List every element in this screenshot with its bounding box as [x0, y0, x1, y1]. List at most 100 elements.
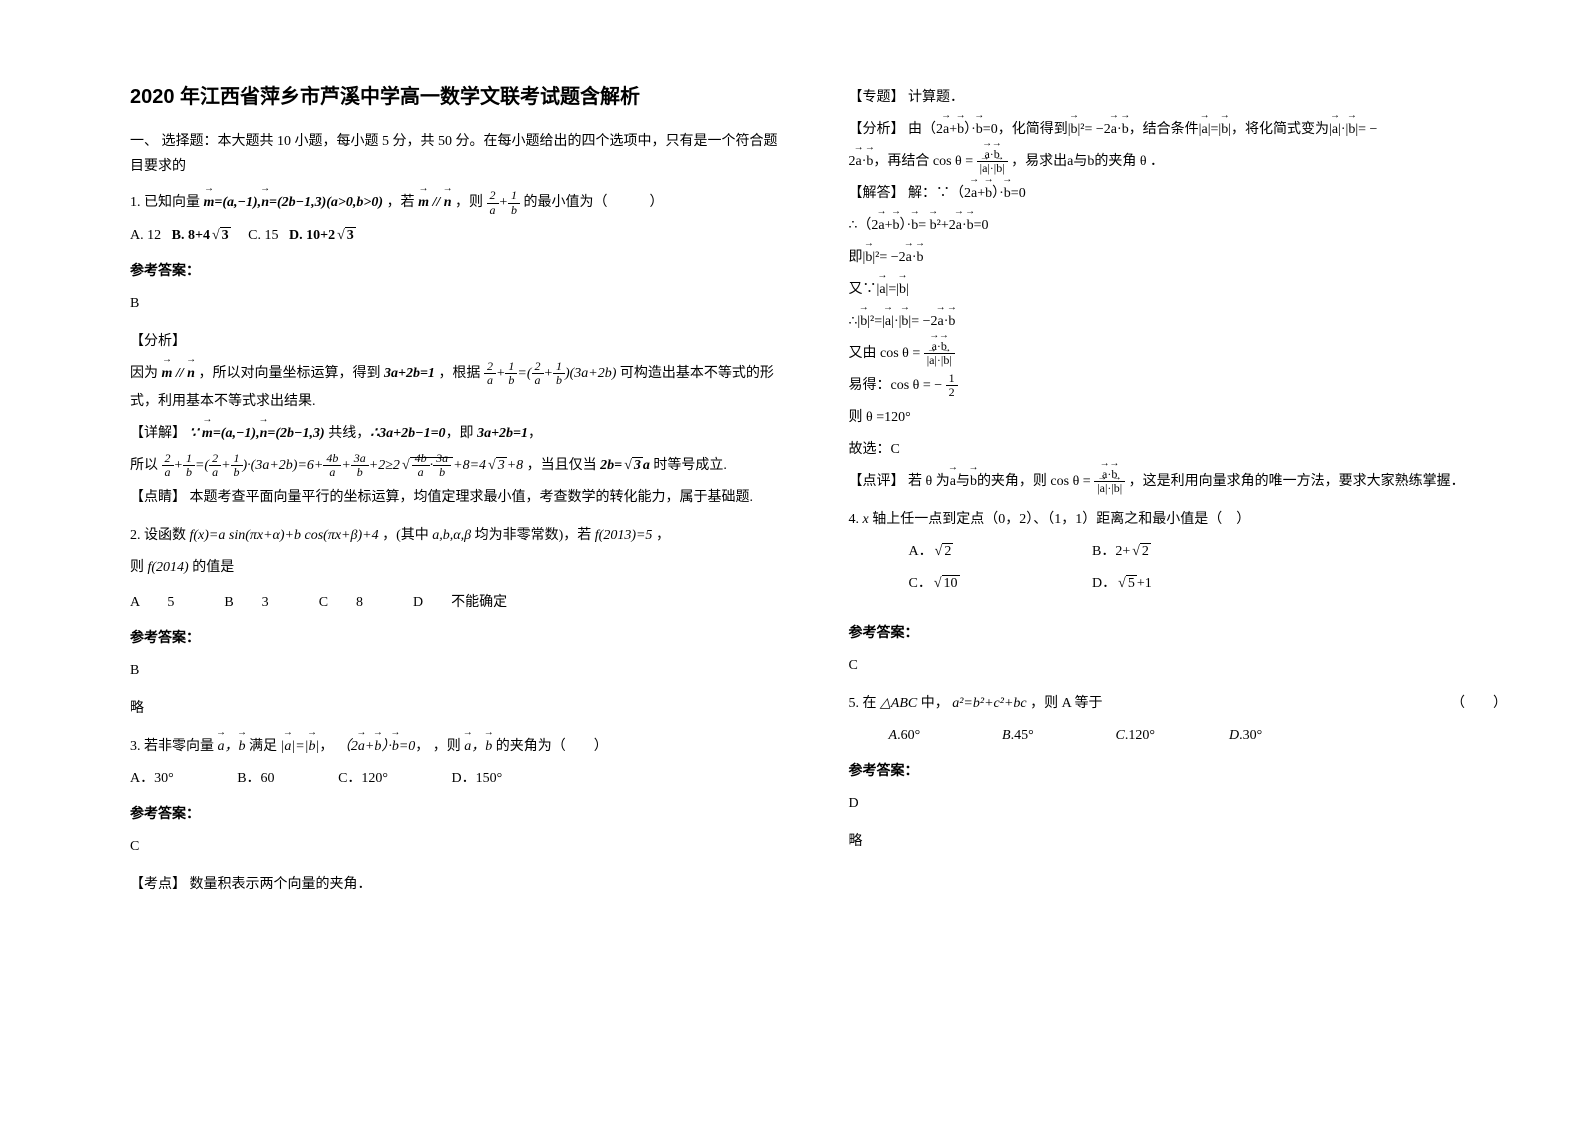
left-column: 2020 年江西省萍乡市芦溪中学高一数学文联考试题含解析 一、 选择题：本大题共… — [100, 80, 819, 1082]
q3-options: A．30° B．60 C．120° D．150° — [130, 765, 789, 793]
q1-expr: 2a+1b — [487, 195, 520, 210]
q4-opts-row1: A．2 B．2+2 — [849, 538, 1508, 566]
q5-stem-mid: 中， — [921, 696, 949, 711]
q2-stem: 2. 设函数 f(x)=a sin(πx+α)+b cos(πx+β)+4 ，(… — [130, 522, 789, 550]
q2-optA: A 5 — [130, 589, 174, 617]
q1-stem-pre: 1. 已知向量 — [130, 196, 200, 211]
q4-ans-label: 参考答案： — [849, 618, 1508, 646]
q3-zhuanti-label: 【专题】 — [849, 90, 905, 105]
q1-then: ，则 — [455, 196, 483, 211]
q1-stem: 1. 已知向量 m=(a,−1),n=(2b−1,3)(a>0,b>0) ，若 … — [130, 189, 789, 217]
q1-dianjing-text: 本题考查平面向量平行的坐标运算，均值定理求最小值，考查数学的转化能力，属于基础题… — [190, 490, 754, 505]
q1-cond: m // n — [418, 195, 451, 210]
q5-optA: A.60° — [889, 722, 999, 750]
q3-jiedap-3: 即|b|²= −2a·b — [849, 244, 1508, 272]
q2-stem-pre: 2. 设函数 — [130, 528, 186, 543]
q1-dianjing-label: 【点睛】 — [130, 490, 186, 505]
q5-tri: △ABC — [880, 696, 917, 711]
q3-dianping: 【点评】 若 θ 为a与b的夹角，则 cos θ = a·b|a|·|b| ，这… — [849, 468, 1508, 496]
q3-jiedap-6: 又由 cos θ = a·b|a|·|b| — [849, 340, 1508, 368]
q4-optD: D．5+1 — [1092, 576, 1152, 591]
q5-stem-post: ，则 A 等于 — [1030, 696, 1102, 711]
q1-xiangjie-4: 2b=3a — [600, 458, 650, 473]
q3-ans: C — [130, 833, 789, 861]
q4-stem-pre: 4. — [849, 512, 863, 527]
q5-paren: （ ） — [1451, 690, 1507, 718]
q1-fenxi-label: 【分析】 — [130, 328, 789, 356]
q2-then-pre: 则 — [130, 561, 144, 576]
q3-ans-label: 参考答案： — [130, 799, 789, 827]
q1-xiangjie-calc: 所以 2a+1b=(2a+1b)·(3a+2b)=6+4ba+3ab+2≥24b… — [130, 452, 789, 480]
q1-fenxi-5: ，根据 — [438, 366, 480, 381]
q2-params: a,b,α,β — [432, 528, 471, 543]
q1-optC: C. 15 — [248, 228, 278, 243]
q5-ans-label: 参考答案： — [849, 756, 1508, 784]
q3-fenxi: 【分析】 由（2a+b）·b=0，化简得到|b|²= −2a·b，结合条件|a|… — [849, 116, 1508, 144]
q2-stem-mid2: 均为非零常数)，若 — [475, 528, 592, 543]
q3-half: 12 — [946, 372, 958, 399]
q5-stem: 5. 在 △ABC 中， a²=b²+c²+bc ，则 A 等于 （ ） — [849, 690, 1508, 718]
q2-optC: C 8 — [319, 589, 363, 617]
question-3: 3. 若非零向量 a，b 满足 |a|=|b|， （2a+b）·b=0， ，则 … — [130, 733, 789, 899]
q1-options: A. 12 B. 8+43 C. 15 D. 10+23 — [130, 222, 789, 250]
q3-jiedap-7-text: 易得：cos θ = − — [849, 378, 943, 393]
q5-cond: a²=b²+c²+bc — [952, 696, 1026, 711]
q1-ans: B — [130, 290, 789, 318]
q4-opts-row2: C．10 D．5+1 — [849, 570, 1508, 598]
q5-optD: D.30° — [1229, 728, 1262, 743]
q2-then-post: 的值是 — [192, 561, 234, 576]
q3-stem-pre: 3. 若非零向量 — [130, 739, 214, 754]
q2-stem-post: ， — [656, 528, 670, 543]
q1-fenxi-3: ，所以对向量坐标运算，得到 — [198, 366, 380, 381]
q3-fenxi-1: 由（2a+b）·b=0，化简得到|b|²= −2a·b，结合条件|a|=|b|，… — [908, 122, 1377, 137]
q4-stem: 4. x 轴上任一点到定点（0，2）、（1，1）距离之和最小值是（ ） — [849, 506, 1508, 534]
question-5: 5. 在 △ABC 中， a²=b²+c²+bc ，则 A 等于 （ ） A.6… — [849, 690, 1508, 856]
q1-xiangjie-2: 所以 — [130, 458, 158, 473]
q3-stem-mid: 满足 — [249, 739, 277, 754]
q1-xiangjie-label: 【详解】 — [130, 426, 186, 441]
q1-fenxi-eq: 3a+2b=1 — [384, 366, 435, 381]
q1-xiangjie-5: 时等号成立. — [653, 458, 727, 473]
q5-optB: B.45° — [1002, 722, 1112, 750]
q4-optB: B．2+2 — [1092, 544, 1151, 559]
page-title: 2020 年江西省萍乡市芦溪中学高一数学文联考试题含解析 — [130, 80, 789, 109]
q3-kaodian: 【考点】 数量积表示两个向量的夹角． — [130, 871, 789, 899]
q2-ans: B — [130, 657, 789, 685]
q4-stem-text: 轴上任一点到定点（0，2）、（1，1）距离之和最小值是（ ） — [872, 512, 1250, 527]
q3-optB: B．60 — [237, 771, 274, 786]
q4-ans: C — [849, 652, 1508, 680]
q4-optA: A．2 — [909, 538, 1089, 566]
q3-jiedap-label-text: 【解答】 — [849, 186, 905, 201]
q1-dianjing: 【点睛】 本题考查平面向量平行的坐标运算，均值定理求最小值，考查数学的转化能力，… — [130, 484, 789, 512]
q3-jiedap-1: 解：∵（2a+b）·b=0 — [908, 186, 1026, 201]
q3-dianping-label: 【点评】 — [849, 474, 905, 489]
question-3-cont: 【专题】 计算题． 【分析】 由（2a+b）·b=0，化简得到|b|²= −2a… — [849, 84, 1508, 496]
q1-xiangjie-3: ，当且仅当 — [527, 458, 597, 473]
q3-vecs2: a，b — [464, 739, 492, 754]
question-4: 4. x 轴上任一点到定点（0，2）、（1，1）距离之和最小值是（ ） A．2 … — [849, 506, 1508, 680]
q3-jiedap-2: ∴（2a+b）·b= b²+2a·b=0 — [849, 212, 1508, 240]
q1-calc: 2a+1b=(2a+1b)·(3a+2b)=6+4ba+3ab+2≥24ba·3… — [162, 458, 524, 473]
q3-optC: C．120° — [338, 771, 388, 786]
q2-options: A 5 B 3 C 8 D 不能确定 — [130, 589, 789, 617]
q1-fenxi-frac: 2a+1b=(2a+1b)(3a+2b) — [484, 366, 616, 381]
q1-stem-mid: ，若 — [387, 196, 415, 211]
question-1: 1. 已知向量 m=(a,−1),n=(2b−1,3)(a>0,b>0) ，若 … — [130, 189, 789, 512]
q1-stem-post: 的最小值为（ ） — [523, 196, 663, 211]
q3-fenxi-2: ，易求出a与b的夹角 θ ． — [1011, 154, 1164, 169]
q3-cond2: （2a+b）·b=0 — [337, 739, 415, 754]
q3-fenxi-label: 【分析】 — [849, 122, 905, 137]
q5-ans: D — [849, 790, 1508, 818]
q5-stem-pre: 5. 在 — [849, 696, 877, 711]
q3-stem-post: ，则 — [433, 739, 461, 754]
q3-dianping-2: ，这是利用向量求角的唯一方法，要求大家熟练掌握． — [1129, 474, 1465, 489]
q3-cos-frac3: a·b|a|·|b| — [1094, 468, 1125, 495]
q3-optD: D．150° — [452, 771, 503, 786]
q1-ans-label: 参考答案： — [130, 256, 789, 284]
q1-vectors: m=(a,−1),n=(2b−1,3)(a>0,b>0) — [204, 195, 384, 210]
q1-xiangjie-1: ∵ m=(a,−1),n=(2b−1,3) — [190, 426, 325, 441]
q3-jiedap-7: 易得：cos θ = − 12 — [849, 372, 1508, 400]
q1-xiangjie: 【详解】 ∵ m=(a,−1),n=(2b−1,3) 共线，∴3a+2b−1=0… — [130, 420, 789, 448]
q2-then-f: f(2014) — [148, 560, 189, 575]
q3-cos-frac2: a·b|a|·|b| — [924, 340, 955, 367]
